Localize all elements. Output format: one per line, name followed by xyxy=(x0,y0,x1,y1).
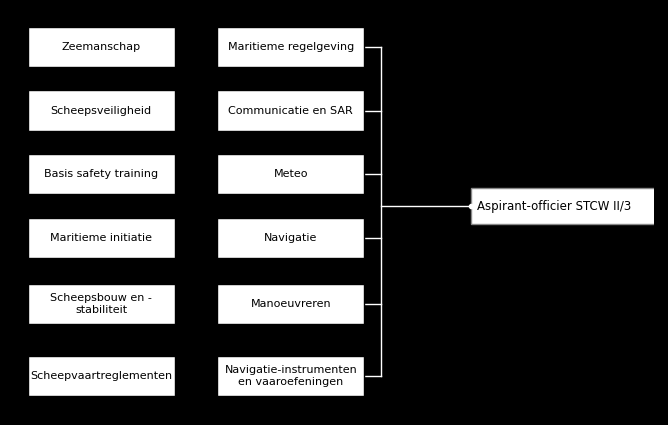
FancyBboxPatch shape xyxy=(28,218,175,258)
FancyBboxPatch shape xyxy=(217,218,364,258)
Text: Navigatie-instrumenten
en vaaroefeningen: Navigatie-instrumenten en vaaroefeningen xyxy=(224,366,357,387)
FancyBboxPatch shape xyxy=(28,284,175,324)
FancyBboxPatch shape xyxy=(28,356,175,396)
Text: Scheepsbouw en -
stabiliteit: Scheepsbouw en - stabiliteit xyxy=(50,293,152,314)
Text: Scheepvaartreglementen: Scheepvaartreglementen xyxy=(30,371,172,381)
FancyBboxPatch shape xyxy=(28,154,175,195)
Text: Scheepsveiligheid: Scheepsveiligheid xyxy=(51,105,152,116)
Text: Maritieme initiatie: Maritieme initiatie xyxy=(50,233,152,243)
Text: Maritieme regelgeving: Maritieme regelgeving xyxy=(228,42,354,52)
Text: Zeemanschap: Zeemanschap xyxy=(61,42,141,52)
Text: Communicatie en SAR: Communicatie en SAR xyxy=(228,105,353,116)
FancyBboxPatch shape xyxy=(217,356,364,396)
FancyBboxPatch shape xyxy=(470,188,657,224)
FancyBboxPatch shape xyxy=(28,91,175,131)
FancyBboxPatch shape xyxy=(217,91,364,131)
FancyBboxPatch shape xyxy=(217,154,364,195)
Text: Manoeuvreren: Manoeuvreren xyxy=(250,299,331,309)
Text: Navigatie: Navigatie xyxy=(264,233,317,243)
Text: Basis safety training: Basis safety training xyxy=(44,169,158,179)
FancyBboxPatch shape xyxy=(28,27,175,67)
Text: Meteo: Meteo xyxy=(274,169,308,179)
FancyBboxPatch shape xyxy=(217,27,364,67)
FancyBboxPatch shape xyxy=(217,284,364,324)
Text: Aspirant-officier STCW II/3: Aspirant-officier STCW II/3 xyxy=(477,200,631,212)
